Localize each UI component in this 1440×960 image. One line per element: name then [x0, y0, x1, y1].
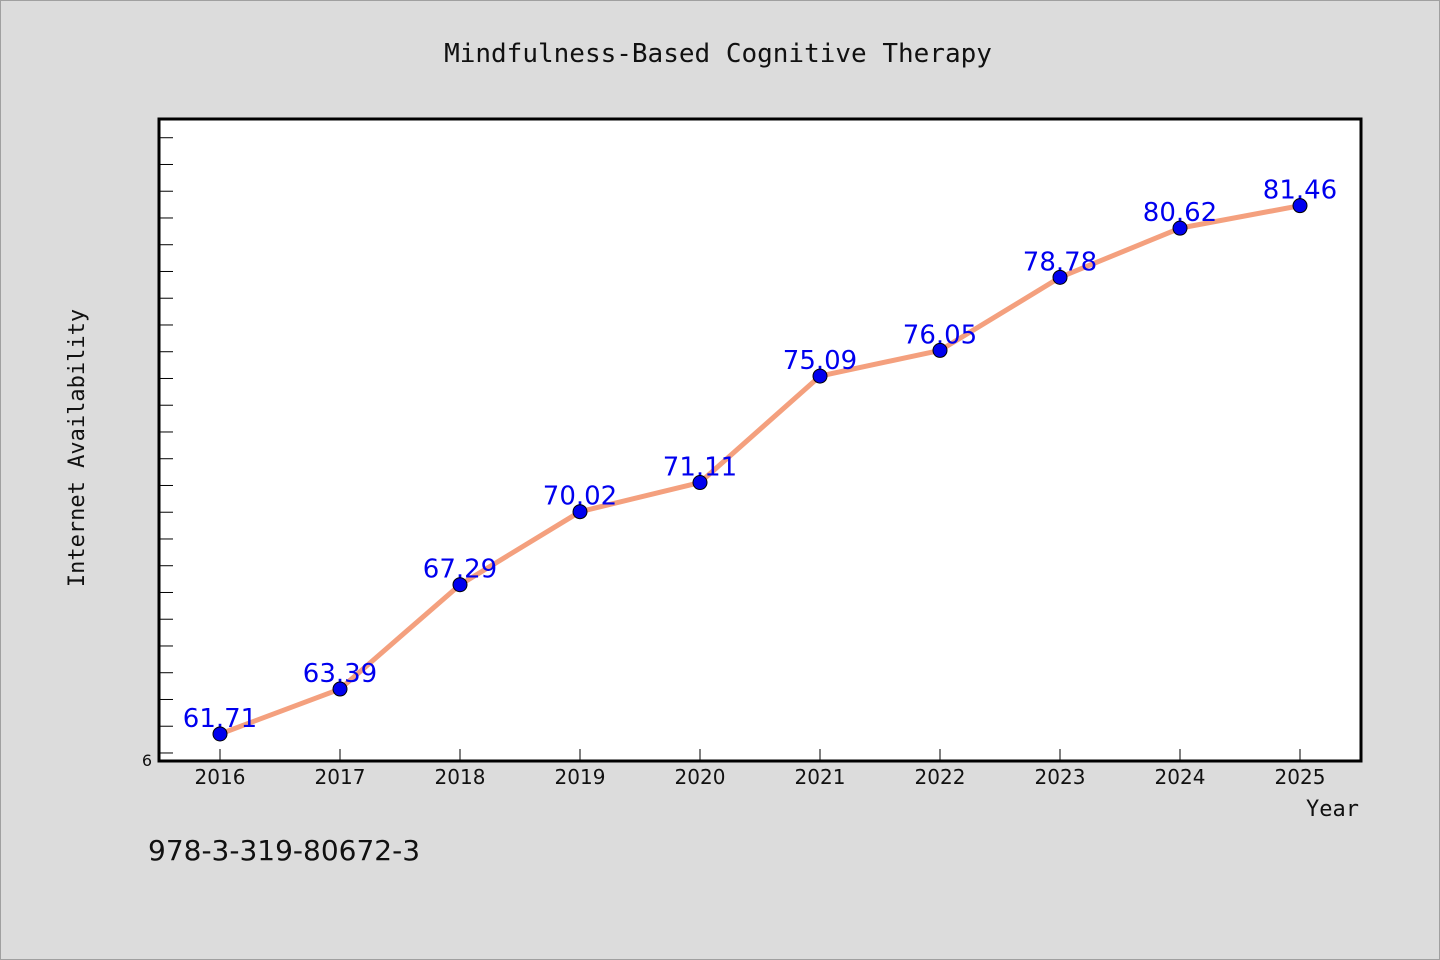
- y-tick-label: 6: [142, 751, 152, 770]
- x-axis-label: Year: [1306, 797, 1359, 822]
- data-point: [452, 577, 468, 593]
- x-tick-labels: 2016 2017 2018 2019 2020 2021 2022 2023 2024 2025: [195, 765, 1326, 789]
- x-tick-label: 2024: [1155, 765, 1206, 789]
- y-axis-ticks: [159, 137, 173, 754]
- x-tick-label: 2025: [1275, 765, 1326, 789]
- x-axis-ticks: [219, 749, 1301, 761]
- data-markers: [212, 198, 1308, 742]
- isbn-label: 978-3-319-80672-3: [148, 834, 421, 867]
- data-point: [932, 342, 948, 358]
- x-tick-label: 2019: [555, 765, 606, 789]
- x-tick-label: 2020: [675, 765, 726, 789]
- data-point: [692, 475, 708, 491]
- x-tick-label: 2017: [315, 765, 366, 789]
- data-point: [1052, 269, 1068, 285]
- x-tick-label: 2023: [1035, 765, 1086, 789]
- x-tick-label: 2016: [195, 765, 246, 789]
- plot-area: [157, 117, 1363, 763]
- data-point: [332, 681, 348, 697]
- x-tick-label: 2018: [435, 765, 486, 789]
- data-labels: 61.7163.3967.2970.0271.1175.0976.0578.78…: [183, 176, 1337, 734]
- x-tick-label: 2021: [795, 765, 846, 789]
- data-point: [812, 368, 828, 384]
- chart-title: Mindfulness-Based Cognitive Therapy: [444, 39, 992, 69]
- data-point: [1292, 198, 1308, 214]
- data-point: [1172, 220, 1188, 236]
- y-axis-label: Internet Availability: [65, 309, 90, 587]
- series-line: [217, 203, 1303, 737]
- x-tick-label: 2022: [915, 765, 966, 789]
- data-point: [212, 726, 228, 742]
- data-point: [572, 504, 588, 520]
